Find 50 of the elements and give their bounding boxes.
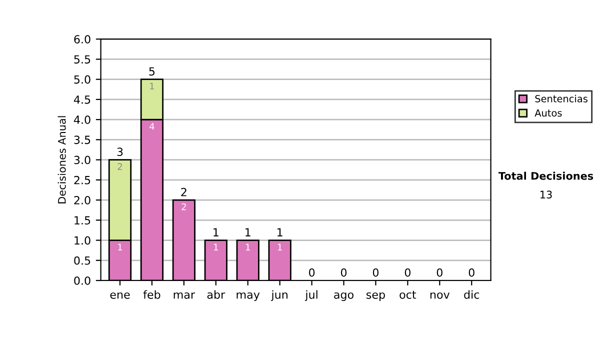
- data-label: 2: [182, 203, 186, 210]
- x-tick-label: ene: [110, 292, 130, 299]
- x-tick-label: ago: [334, 292, 354, 301]
- total-label: 0: [372, 268, 379, 277]
- y-tick-label: 2.0: [74, 196, 90, 204]
- x-tick-label: oct: [400, 290, 416, 299]
- x-tick-label: abr: [207, 290, 226, 299]
- x-tick-label: jul: [304, 290, 318, 301]
- y-tick-label: 2.5: [74, 176, 90, 184]
- y-tick-label: 0.0: [74, 276, 90, 285]
- text: 13: [540, 190, 552, 199]
- total-label: 1: [246, 228, 250, 236]
- legend-label: Autos: [534, 109, 562, 117]
- total-label: 0: [404, 268, 410, 277]
- total-label: 0: [340, 268, 347, 277]
- y-tick-label: 4.5: [74, 96, 90, 104]
- data-label: 4: [150, 123, 154, 130]
- y-tick-label: 3.5: [74, 136, 90, 144]
- total-label: 0: [436, 268, 442, 277]
- legend-label: Sentencias: [535, 94, 588, 102]
- y-tick-label: 1.5: [74, 216, 90, 225]
- x-tick-label: may: [236, 292, 260, 301]
- total-label: 2: [181, 188, 186, 196]
- data-label: 1: [214, 244, 218, 250]
- total-label: 1: [214, 228, 218, 236]
- y-tick-label: 4.0: [74, 116, 90, 124]
- text: Total Decisiones: [498, 172, 594, 180]
- x-tick-label: mar: [174, 292, 196, 299]
- y-tick-label: 0.5: [74, 256, 90, 265]
- x-tick-label: jun: [271, 290, 288, 301]
- data-label: 1: [118, 244, 122, 250]
- y-tick-label: 5.0: [74, 75, 90, 84]
- y-tick-label: 1.0: [74, 236, 90, 245]
- total-label: 0: [468, 268, 474, 277]
- x-tick-label: sep: [366, 292, 385, 301]
- x-tick-label: feb: [143, 290, 160, 299]
- y-tick-label: 3.0: [74, 156, 90, 164]
- y-tick-label: 5.5: [74, 55, 90, 64]
- data-label: 1: [150, 82, 154, 90]
- data-label: 2: [118, 163, 122, 170]
- x-tick-label: nov: [430, 292, 450, 299]
- data-label: 1: [246, 244, 250, 250]
- y-axis-title: Decisiones Anual: [58, 116, 66, 204]
- total-label: 0: [308, 268, 315, 277]
- total-label: 3: [117, 148, 123, 156]
- total-label: 5: [149, 67, 155, 76]
- data-label: 1: [278, 244, 282, 250]
- x-tick-label: dic: [464, 290, 480, 299]
- total-label: 1: [278, 228, 282, 236]
- y-tick-label: 6.0: [74, 35, 90, 44]
